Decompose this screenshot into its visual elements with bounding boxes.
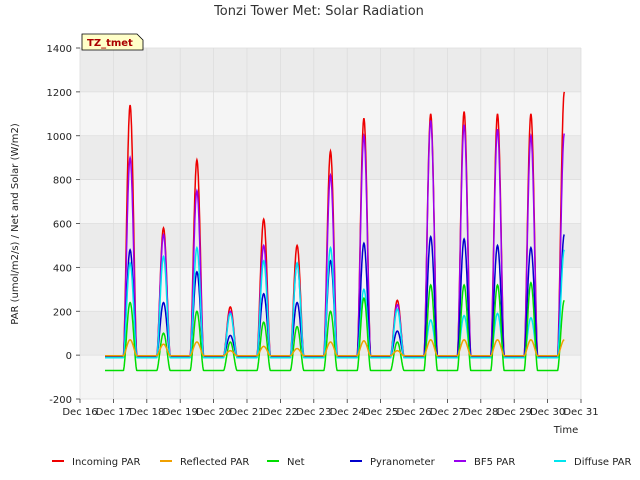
y-axis-label: PAR (umol/m2/s) / Net and Solar (W/m2) xyxy=(10,123,21,325)
x-tick-label: Dec 30 xyxy=(530,407,565,418)
series-line-reflected xyxy=(105,339,565,357)
y-tick-label: 400 xyxy=(53,263,72,274)
x-tick-label: Dec 17 xyxy=(96,407,131,418)
x-axis-label: Time xyxy=(553,425,578,436)
tag-background xyxy=(81,33,144,51)
tag-box: TZ_tmet xyxy=(81,33,144,51)
y-tick-label: 200 xyxy=(53,307,72,318)
chart-title: Tonzi Tower Met: Solar Radiation xyxy=(213,4,424,19)
x-tick-label: Dec 20 xyxy=(196,407,231,418)
y-tick-label: 1000 xyxy=(47,132,72,143)
x-tick-label: Dec 16 xyxy=(62,407,97,418)
x-tick-label: Dec 26 xyxy=(396,407,431,418)
y-tick-label: 0 xyxy=(66,351,72,362)
y-tick-label: 600 xyxy=(53,220,72,231)
x-tick-label: Dec 25 xyxy=(363,407,398,418)
x-tick-label: Dec 31 xyxy=(563,407,598,418)
y-tick-label: 1200 xyxy=(47,88,72,99)
x-tick-label: Dec 19 xyxy=(163,407,198,418)
series-line-diffuse xyxy=(105,245,565,359)
plot-bands xyxy=(80,91,581,399)
x-tick-label: Dec 23 xyxy=(296,407,331,418)
tag-text: TZ_tmet xyxy=(87,38,133,49)
plot-band xyxy=(80,91,581,136)
legend-label-incoming: Incoming PAR xyxy=(72,457,141,468)
legend-label-reflected: Reflected PAR xyxy=(180,457,249,468)
x-tick-label: Dec 27 xyxy=(430,407,465,418)
plot-band xyxy=(80,355,581,399)
series-line-net xyxy=(105,281,565,372)
x-tick-label: Dec 24 xyxy=(330,407,365,418)
legend-label-pyranometer: Pyranometer xyxy=(370,457,436,468)
legend: Incoming PAR Reflected PAR Net Pyranometer B… xyxy=(52,457,631,468)
plot-band xyxy=(80,267,581,312)
y-axis: -200 0 200 400 600 800 1000 1200 1400 xyxy=(47,44,80,406)
y-tick-label: 800 xyxy=(53,176,72,187)
x-tick-label: Dec 22 xyxy=(263,407,298,418)
x-tick-label: Dec 28 xyxy=(463,407,498,418)
x-tick-label: Dec 18 xyxy=(129,407,164,418)
plot-band xyxy=(80,179,581,224)
y-tick-label: -200 xyxy=(49,395,72,406)
legend-label-net: Net xyxy=(287,457,305,468)
y-tick-label: 1400 xyxy=(47,44,72,55)
legend-label-diffuse: Diffuse PAR xyxy=(574,457,631,468)
series-group xyxy=(105,91,566,372)
legend-label-bf5: BF5 PAR xyxy=(474,457,515,468)
x-tick-label: Dec 21 xyxy=(229,407,264,418)
x-tick-label: Dec 29 xyxy=(497,407,532,418)
